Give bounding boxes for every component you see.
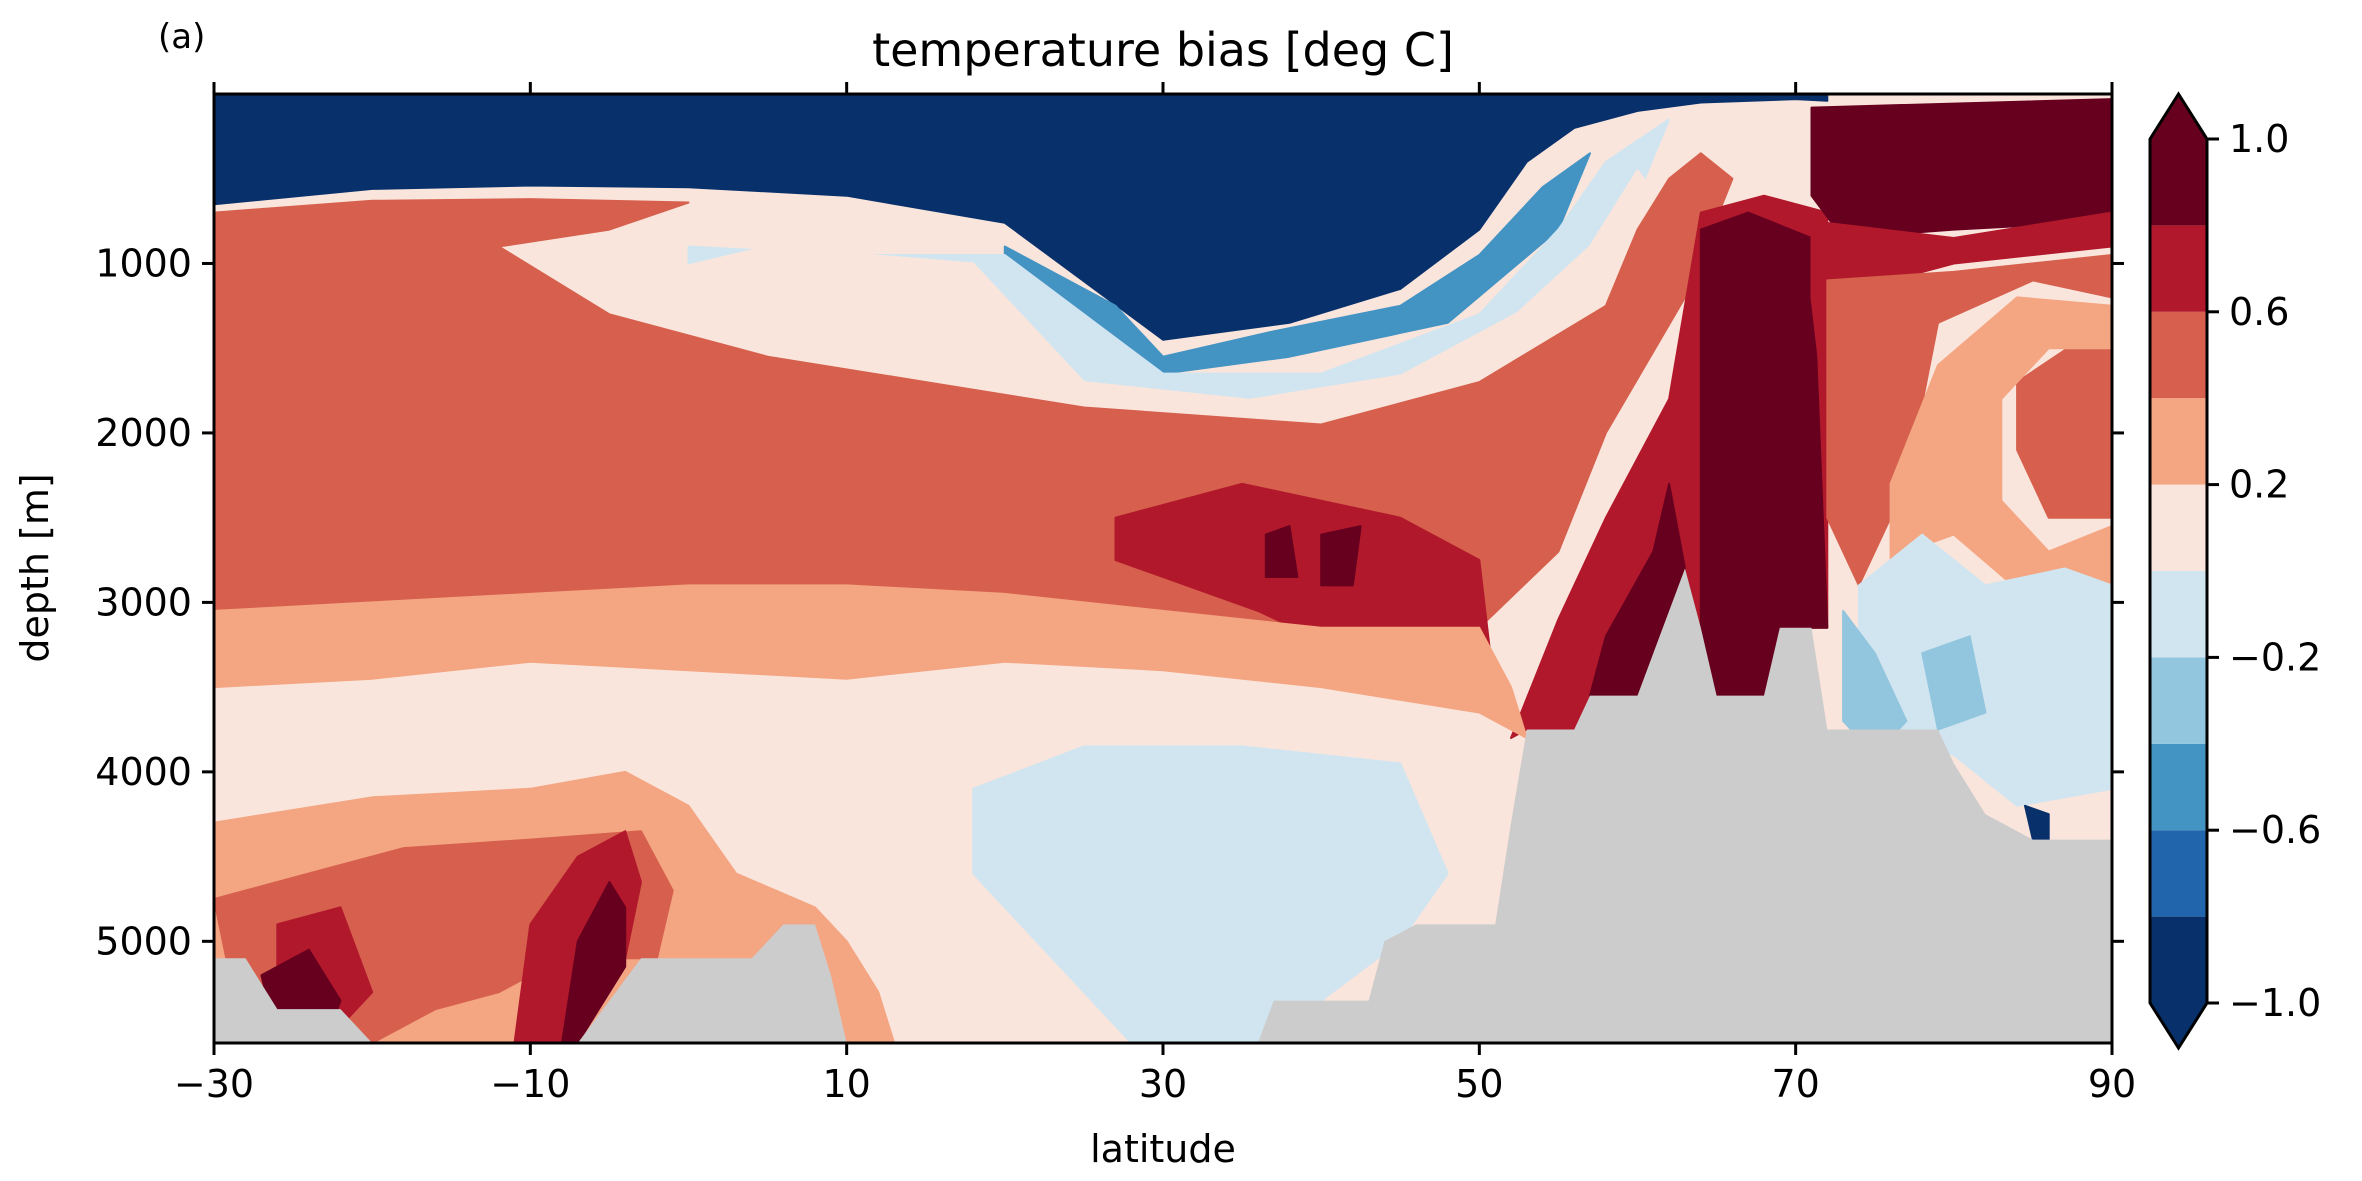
contour-region — [1264, 525, 1299, 578]
contour-region — [214, 94, 1829, 341]
y-axis-label: depth [m] — [13, 473, 57, 662]
colorbar-band — [2150, 916, 2207, 1003]
y-axis: 1000 2000 3000 4000 5000 — [95, 241, 2124, 963]
contour-region — [1810, 211, 2112, 434]
contour-region — [1699, 211, 1829, 697]
colorbar-band — [2150, 139, 2207, 226]
y-tick-label: 5000 — [95, 919, 192, 963]
colorbar-tick-label: 1.0 — [2229, 117, 2289, 161]
colorbar-band — [2150, 830, 2207, 917]
bathymetry-land — [214, 568, 2112, 1043]
contour-region — [1921, 635, 1987, 731]
x-tick-label: 30 — [1139, 1062, 1187, 1106]
contour-region — [1810, 98, 2112, 239]
colorbar-extend-max — [2150, 94, 2207, 139]
colorbar-tick-label: 0.6 — [2229, 290, 2289, 334]
y-tick-label: 2000 — [95, 411, 192, 455]
y-tick-label: 1000 — [95, 241, 192, 285]
colorbar-band — [2150, 657, 2207, 744]
x-tick-label: 90 — [2088, 1062, 2136, 1106]
colorbar-band — [2150, 225, 2207, 312]
plot-area — [214, 94, 2112, 1043]
colorbar-tick-label: −0.6 — [2229, 808, 2321, 852]
x-tick-label: 10 — [822, 1062, 870, 1106]
colorbar-band — [2150, 311, 2207, 399]
x-tick-label: −10 — [490, 1062, 570, 1106]
colorbar-tick-label: −1.0 — [2229, 981, 2321, 1025]
contour-region — [1589, 482, 1686, 697]
panel-label: (a) — [158, 17, 205, 57]
x-tick-label: −30 — [174, 1062, 254, 1106]
colorbar-tick-label: 0.2 — [2229, 463, 2289, 507]
colorbar-band — [2150, 484, 2207, 571]
colorbar-extend-min — [2150, 1003, 2207, 1048]
y-tick-label: 3000 — [95, 580, 192, 624]
colorbar-band — [2150, 743, 2207, 831]
colorbar-tick-label: −0.2 — [2229, 635, 2321, 679]
contour-region — [561, 881, 627, 1043]
y-tick-label: 4000 — [95, 750, 192, 794]
colorbar-band — [2150, 571, 2207, 658]
contour-region — [972, 745, 1449, 1043]
x-tick-label: 50 — [1455, 1062, 1503, 1106]
x-axis-label: latitude — [1090, 1127, 1236, 1171]
x-axis: −30 −10 10 30 50 70 90 — [174, 82, 2136, 1106]
colorbar-band — [2150, 398, 2207, 485]
chart-title: temperature bias [deg C] — [872, 23, 1454, 77]
colorbar: 1.0 0.6 0.2 −0.2 −0.6 −1.0 — [2148, 91, 2321, 1051]
x-tick-label: 70 — [1771, 1062, 1819, 1106]
contour-region — [1826, 254, 2112, 587]
contour-region — [1320, 525, 1362, 587]
